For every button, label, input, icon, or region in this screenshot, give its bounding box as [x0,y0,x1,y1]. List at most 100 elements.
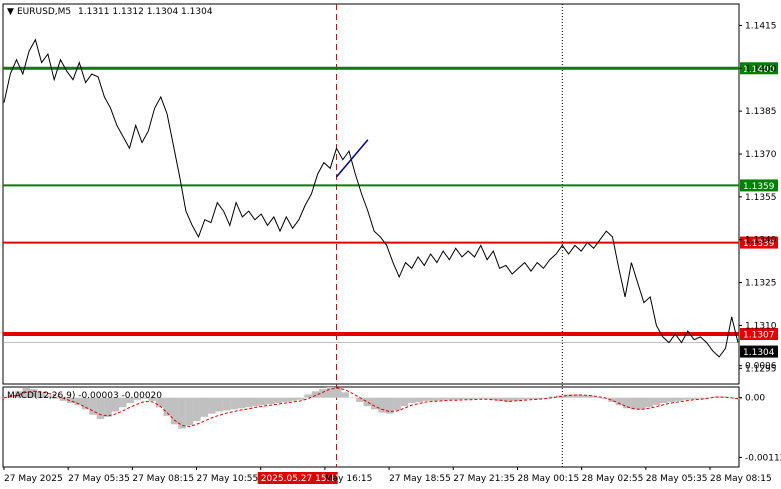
macd-header: MACD(12,26,9) -0.00003 -0.00020 [7,391,162,401]
macd-y-tick-label: 0.0006 [745,362,777,372]
level-tag-text-1.1359: 1.1359 [743,182,775,192]
x-tick-label: 27 May 05:35 [68,474,130,484]
macd-histogram-bar [282,397,290,402]
current-price-tag-text: 1.1304 [743,348,775,358]
macd-histogram-bar [44,395,53,398]
macd-histogram-bar [667,397,676,402]
macd-histogram-bar [341,392,349,398]
macd-histogram-bar [237,397,246,409]
macd-histogram-bar [185,397,194,426]
macd-histogram-bar [660,397,668,403]
chart-header-symbol: EURUSD,M5 [17,7,71,17]
level-tag-1.1359 [740,179,778,192]
macd-y-tick-label: 0.00 [745,394,765,404]
macd-histogram-bar [348,397,357,399]
chart-header-ohlc: 1.1311 1.1312 1.1304 1.1304 [78,7,213,17]
macd-histogram-bar [96,397,105,419]
macd-histogram-bar [363,397,372,407]
symbol-dropdown-icon[interactable]: ▼ [7,7,14,17]
macd-histogram-bar [304,394,312,398]
level-tag-1.1400 [740,62,778,75]
x-tick-label: 28 May 05:35 [646,474,708,484]
macd-histogram-bar [118,397,127,408]
x-tick-label: 27 May 2025 [4,474,63,484]
macd-histogram-bar [156,397,164,408]
macd-histogram-bar [689,397,698,400]
macd-histogram-bar [178,397,186,429]
macd-histogram-bar [141,397,149,399]
macd-histogram-bar [52,397,60,399]
y-tick-label: 1.1340 [745,236,777,246]
y-tick-label: 1.1355 [745,193,777,203]
macd-histogram-bar [37,392,45,398]
macd-histogram-bar [697,397,705,399]
price-series-line [3,38,739,358]
x-tick-label: 27 May 21:35 [453,474,515,484]
macd-histogram-bar [252,397,260,407]
level-tag-1.1339 [740,236,778,249]
macd-histogram-bar [311,391,320,398]
macd-histogram-bar [148,397,157,401]
macd-histogram-bar [548,396,557,398]
macd-histogram-bar [59,397,68,401]
y-tick-label: 1.1400 [745,64,777,74]
macd-histogram-bar [511,397,520,401]
macd-histogram-bar [356,397,364,402]
x-tick-label: 28 May 08:15 [710,474,772,484]
macd-histogram-bar [296,397,305,400]
macd-histogram-bar [104,397,112,417]
macd-histogram-bar [81,397,90,410]
x-tick-label: 27 May 10:55 [197,474,259,484]
macd-histogram-bar [578,395,587,398]
x-tick-label: 27 May 18:55 [389,474,451,484]
x-tick-label: 28 May 00:15 [517,474,579,484]
trend-line[interactable] [335,139,369,178]
macd-histogram-bar [504,397,513,402]
macd-histogram-bar [563,394,572,398]
macd-histogram-bar [586,395,594,398]
macd-histogram-bar [459,397,468,400]
macd-histogram-bar [422,397,431,401]
y-tick-label: 1.1415 [745,21,777,31]
level-tag-text-1.1307: 1.1307 [743,331,775,341]
macd-histogram-bar [333,388,342,398]
macd-histogram-bar [319,389,327,398]
macd-histogram-bar [222,397,231,411]
macd-histogram-bar [637,397,646,410]
macd-histogram-bar [482,397,490,399]
macd-histogram-bar [474,397,483,399]
macd-histogram-bar [497,397,505,401]
macd-histogram-bar [400,397,409,407]
macd-histogram-bar [371,397,379,410]
macd-histogram-bar [623,397,631,409]
macd-histogram-bar [22,388,31,398]
macd-histogram-bar [467,397,475,400]
price-panel [2,3,740,385]
macd-histogram-bar [534,397,542,400]
macd-histogram-bar [445,397,453,400]
macd-histogram-bar [200,397,209,417]
macd-histogram-bar [207,397,216,414]
macd-histogram-bar [289,397,298,401]
level-tag-1.1307 [740,328,778,340]
macd-histogram-bar [608,397,616,402]
macd-histogram-bar [244,397,253,408]
macd-histogram-bar [408,397,416,403]
x-tick-highlight [257,472,338,484]
macd-histogram-bar [519,397,527,400]
macd-histogram-bar [111,397,120,412]
macd-histogram-bar [385,397,394,414]
y-tick-label: 1.1295 [745,364,777,374]
x-tick-label: 27 May 08:15 [132,474,194,484]
macd-histogram-bar [378,397,387,413]
macd-histogram-bar [274,397,283,403]
level-tag-text-1.1339: 1.1339 [743,239,775,249]
macd-histogram-bar [615,397,624,406]
macd-histogram-bar [393,397,401,411]
x-tick-label: 28 May 02:55 [582,474,644,484]
macd-histogram-bar [437,397,446,401]
macd-histogram-bar [133,397,142,400]
macd-histogram-bar [193,397,201,422]
